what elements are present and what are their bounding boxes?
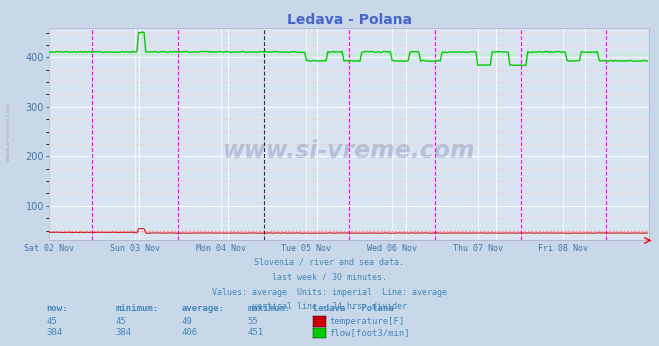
Text: last week / 30 minutes.: last week / 30 minutes. <box>272 273 387 282</box>
Text: Thu 07 Nov: Thu 07 Nov <box>453 244 503 253</box>
Text: 55: 55 <box>247 317 258 326</box>
Text: 49: 49 <box>181 317 192 326</box>
Text: Mon 04 Nov: Mon 04 Nov <box>196 244 246 253</box>
Text: Sat 02 Nov: Sat 02 Nov <box>24 244 74 253</box>
Text: average:: average: <box>181 304 224 313</box>
Text: Tue 05 Nov: Tue 05 Nov <box>281 244 331 253</box>
Text: temperature[F]: temperature[F] <box>330 317 405 326</box>
Text: 45: 45 <box>115 317 126 326</box>
Text: 451: 451 <box>247 328 263 337</box>
Text: flow[foot3/min]: flow[foot3/min] <box>330 328 410 337</box>
Text: Values: average  Units: imperial  Line: average: Values: average Units: imperial Line: av… <box>212 288 447 297</box>
Text: www.si-vreme.com: www.si-vreme.com <box>223 139 476 163</box>
Text: Sun 03 Nov: Sun 03 Nov <box>110 244 160 253</box>
Text: www.si-vreme.com: www.si-vreme.com <box>5 102 11 161</box>
Text: 384: 384 <box>46 328 62 337</box>
Title: Ledava - Polana: Ledava - Polana <box>287 12 412 27</box>
Text: maximum:: maximum: <box>247 304 290 313</box>
Text: minimum:: minimum: <box>115 304 158 313</box>
Text: Slovenia / river and sea data.: Slovenia / river and sea data. <box>254 258 405 267</box>
Text: Wed 06 Nov: Wed 06 Nov <box>367 244 417 253</box>
Text: Fri 08 Nov: Fri 08 Nov <box>538 244 588 253</box>
Text: 45: 45 <box>46 317 57 326</box>
Text: Ledava - Polana: Ledava - Polana <box>313 304 393 313</box>
Text: 384: 384 <box>115 328 131 337</box>
Text: now:: now: <box>46 304 68 313</box>
Text: 406: 406 <box>181 328 197 337</box>
Text: vertical line - 24 hrs  divider: vertical line - 24 hrs divider <box>252 302 407 311</box>
